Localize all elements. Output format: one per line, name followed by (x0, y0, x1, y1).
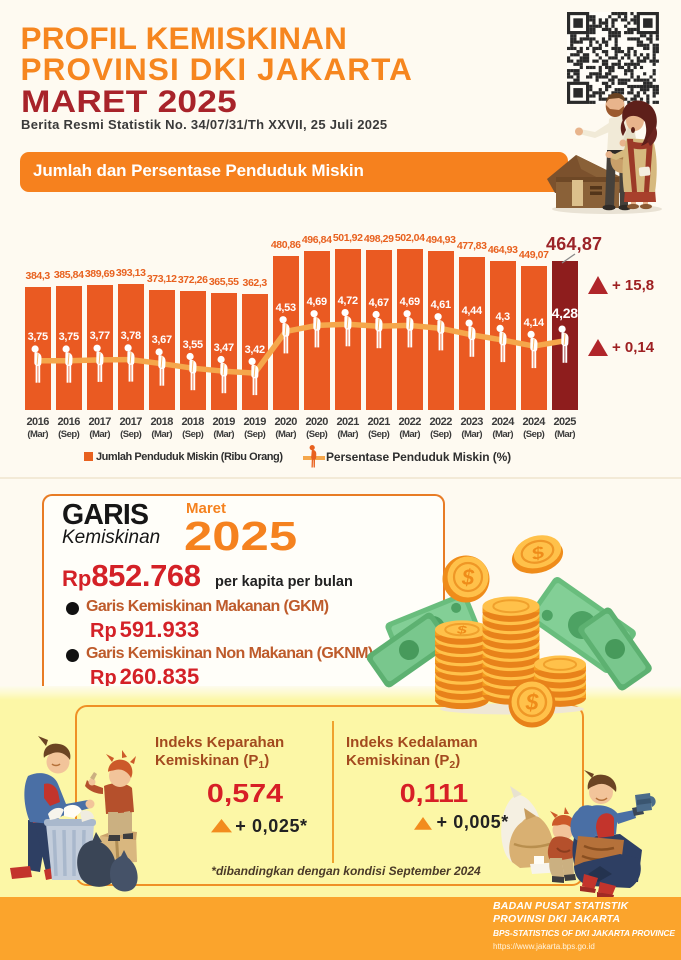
svg-text:$: $ (525, 689, 539, 715)
svg-text:$: $ (529, 543, 548, 565)
svg-text:$: $ (461, 565, 475, 590)
svg-text:$: $ (456, 625, 468, 637)
